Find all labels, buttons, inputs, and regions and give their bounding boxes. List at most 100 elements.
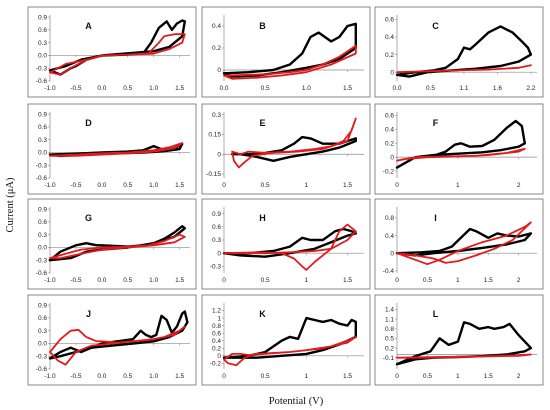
panel-b-xtick-label: 0.0 bbox=[219, 85, 228, 92]
x-axis-title: Potential (V) bbox=[269, 396, 324, 407]
panel-i-frame bbox=[374, 198, 544, 290]
panel-h-ytick-label: -0.3 bbox=[210, 264, 222, 271]
panel-f-ytick-label: 0 bbox=[390, 154, 394, 161]
panel-i-series-2-line bbox=[396, 221, 532, 266]
panel-h-xtick-label: 0.5 bbox=[261, 277, 270, 284]
panel-h-ytick-label: 0.6 bbox=[212, 224, 221, 231]
panel-k-ytick-label: 0 bbox=[217, 353, 221, 360]
panel-g-ytick-label: 0.0 bbox=[38, 245, 47, 252]
panel-h-series-1-line bbox=[222, 227, 357, 258]
panel-k-ytick-label: -0.2 bbox=[210, 361, 222, 368]
panel-j-ytick-label: -0.3 bbox=[36, 353, 48, 360]
panel-i-xtick-label: 1.5 bbox=[484, 277, 493, 284]
panel-h-ytick-label: 0.9 bbox=[212, 211, 221, 218]
panel-l-xtick-label: 1.5 bbox=[484, 373, 493, 380]
panel-e-ytick-label: -0.15 bbox=[206, 171, 221, 178]
panel-c-label: C bbox=[432, 21, 439, 31]
panel-k-xtick-label: 0 bbox=[222, 373, 226, 380]
panel-h-xtick-label: 1.5 bbox=[343, 277, 352, 284]
panel-f-ytick-label: 0.6 bbox=[385, 113, 394, 120]
panel-k-ytick-label: 0.2 bbox=[212, 345, 221, 352]
panel-i-label: I bbox=[434, 213, 437, 223]
panel-i-xtick-label: 1 bbox=[456, 277, 460, 284]
panel-c-ytick-label: 0 bbox=[390, 69, 394, 76]
panel-a-xtick-label: 0.0 bbox=[97, 85, 106, 92]
panel-a-ytick-label: -0.3 bbox=[36, 65, 48, 72]
panel-b-ytick-label: 0.2 bbox=[212, 45, 221, 52]
panel-l-ytick-label: 0.2 bbox=[385, 345, 394, 352]
panel-i-xtick-label: 2 bbox=[517, 277, 521, 284]
panel-f-xtick-label: 0 bbox=[395, 182, 399, 189]
panel-d: -0.6 -0.3 0.0 0.3 0.6 0.9 -1.0 -0.5 0.0 0.5 1.0 1.5… bbox=[27, 103, 197, 195]
panel-h-ytick-label: 0 bbox=[217, 250, 221, 257]
panel-b-ytick-label: 0.4 bbox=[212, 23, 221, 30]
panel-k-ytick-label: 0.6 bbox=[212, 330, 221, 337]
panel-d-ytick-label: 0.3 bbox=[38, 137, 47, 144]
panel-l-ytick-label: 0.8 bbox=[385, 326, 394, 333]
panel-d-xtick-label: 1.0 bbox=[149, 182, 158, 189]
panel-l-xtick-label: 0 bbox=[395, 373, 399, 380]
panel-i-xtick-label: 0 bbox=[395, 277, 399, 284]
panel-b-series-2-line bbox=[223, 44, 357, 80]
panel-f-ytick-label: 0.4 bbox=[385, 127, 394, 134]
panel-f-series-1-line bbox=[395, 119, 526, 169]
panel-a-ytick-label: -0.6 bbox=[36, 78, 48, 85]
panel-j-ytick-label: 0.6 bbox=[38, 315, 47, 322]
panel-g-xtick-label: 1.5 bbox=[175, 277, 184, 284]
panel-d-xtick-label: 0.5 bbox=[123, 182, 132, 189]
panel-d-xtick-label: -1.0 bbox=[44, 182, 56, 189]
panel-g: -0.6 -0.3 0.0 0.3 0.6 0.9 -1.0 -0.5 0.0 0.5 1.0 1.5… bbox=[27, 198, 197, 290]
panel-a: -0.6 -0.3 0.0 0.3 0.6 0.9 -1.0 -0.5 0.0 0.5 1.0 1.5… bbox=[27, 6, 197, 98]
panel-a-xtick-label: -1.0 bbox=[44, 85, 56, 92]
panel-c-xtick-label: 1.6 bbox=[493, 85, 502, 92]
panel-c-xtick-label: 0.5 bbox=[426, 85, 435, 92]
panel-h-frame bbox=[201, 198, 371, 290]
panel-d-ytick-label: 0.6 bbox=[38, 124, 47, 131]
panel-j-frame bbox=[27, 294, 197, 386]
panel-k-xtick-label: 1 bbox=[305, 373, 309, 380]
panel-e-ytick-label: 0 bbox=[217, 151, 221, 158]
panel-i-ytick-label: -0.4 bbox=[383, 268, 395, 275]
panel-a-xtick-label: 0.5 bbox=[123, 85, 132, 92]
panel-f-ytick-label: -0.2 bbox=[383, 168, 395, 175]
panel-d-ytick-label: -0.6 bbox=[36, 175, 48, 182]
panel-a-xtick-label: 1.0 bbox=[149, 85, 158, 92]
panel-j-ytick-label: 0.0 bbox=[38, 341, 47, 348]
y-axis-title: Current (μA) bbox=[5, 177, 16, 232]
panel-a-label: A bbox=[85, 21, 92, 31]
panel-c-frame bbox=[374, 6, 544, 98]
panel-a-ytick-label: 0.0 bbox=[38, 53, 47, 60]
panel-l: -0.1 0.2 0.5 0.8 1.1 1.4 0 0.5 1 1.5 2 L bbox=[374, 294, 544, 386]
panel-l-ytick-label: 0.5 bbox=[385, 336, 394, 343]
panel-h-xtick-label: 0 bbox=[222, 277, 226, 284]
panel-k: -0.200.20.40.60.811.20 0.5 1 1.5K bbox=[201, 294, 371, 386]
panel-g-series-2-line bbox=[49, 233, 186, 260]
panel-g-ytick-label: -0.6 bbox=[36, 270, 48, 277]
panel-j-xtick-label: 0.0 bbox=[97, 373, 106, 380]
panel-k-ytick-label: 0.4 bbox=[212, 338, 221, 345]
panel-j: -0.6 -0.3 0.0 0.3 0.6 0.9 -1.0 -0.5 0.0 0.5 1.0 1.5… bbox=[27, 294, 197, 386]
panel-h-xtick-label: 1 bbox=[305, 277, 309, 284]
panel-b-label: B bbox=[259, 21, 266, 31]
panel-g-ytick-label: -0.3 bbox=[36, 257, 48, 264]
panel-g-ytick-label: 0.3 bbox=[38, 232, 47, 239]
panel-d-label: D bbox=[85, 118, 92, 128]
panel-b-xtick-label: 1.5 bbox=[343, 85, 352, 92]
panel-d-xtick-label: -0.5 bbox=[70, 182, 82, 189]
panel-h: -0.300.30.60.90 0.5 1 1.5H bbox=[201, 198, 371, 290]
panel-a-xtick-label: -0.5 bbox=[70, 85, 82, 92]
panel-c-ytick-label: 0.2 bbox=[385, 52, 394, 59]
panel-l-label: L bbox=[433, 309, 439, 319]
panel-l-series-2-line bbox=[396, 353, 532, 359]
panel-l-ytick-label: 1.4 bbox=[385, 307, 394, 314]
panel-b-xtick-label: 0.5 bbox=[261, 85, 270, 92]
panel-k-ytick-label: 1.2 bbox=[212, 308, 221, 315]
panel-c-xtick-label: 1.1 bbox=[459, 85, 468, 92]
panels-group: -0.6 -0.3 0.0 0.3 0.6 0.9 -1.0 -0.5 0.0 0.5 1.0 1.5… bbox=[27, 6, 544, 386]
panel-a-ytick-label: 0.3 bbox=[38, 40, 47, 47]
panel-h-label: H bbox=[259, 213, 266, 223]
panel-i-ytick-label: 0 bbox=[390, 250, 394, 257]
panel-e-series-2-line bbox=[231, 117, 357, 169]
panel-i-xtick-label: 0.5 bbox=[423, 277, 432, 284]
